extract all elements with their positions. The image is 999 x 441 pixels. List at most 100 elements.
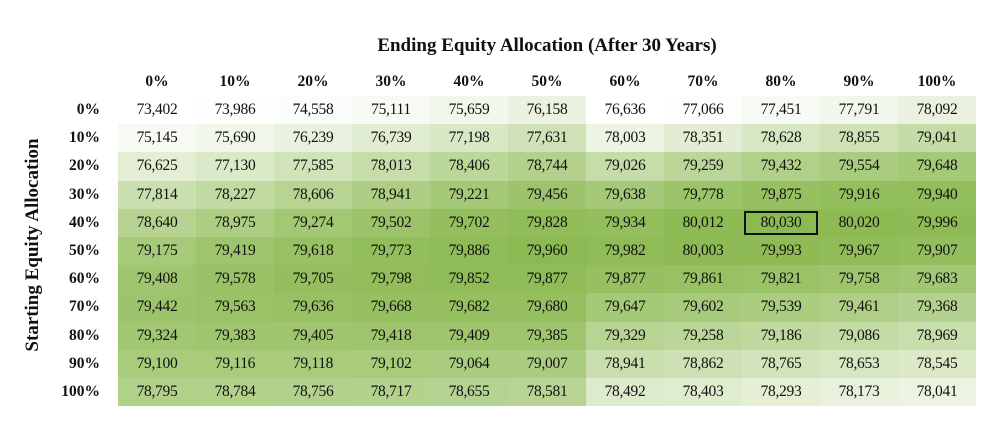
heatmap-cell: 79,647 — [586, 293, 664, 322]
row-header: 20% — [69, 157, 100, 175]
heatmap-cell: 79,175 — [118, 236, 196, 266]
heatmap-cell: 78,795 — [118, 377, 196, 407]
heatmap-cell: 78,941 — [586, 349, 664, 378]
heatmap-cell: 78,969 — [898, 321, 976, 350]
heatmap-cell: 79,636 — [274, 293, 352, 322]
heatmap-cell: 77,791 — [820, 96, 898, 125]
heatmap-cell: 79,116 — [196, 349, 274, 378]
table-row: 90% 79,100 79,116 79,118 79,102 79,064 79,007 7… — [40, 349, 976, 378]
heatmap-cell: 79,442 — [118, 293, 196, 322]
column-header: 20% — [297, 73, 329, 90]
heatmap-cell: 79,102 — [352, 349, 430, 378]
heatmap-cell: 78,003 — [586, 124, 664, 153]
heatmap-cell: 74,558 — [274, 96, 352, 125]
heatmap-cell: 79,758 — [820, 265, 898, 294]
heatmap-cell: 75,145 — [118, 124, 196, 153]
heatmap-cell: 79,940 — [898, 180, 976, 209]
heatmap-cell: 79,259 — [664, 152, 742, 181]
heatmap-cell: 76,625 — [118, 152, 196, 181]
heatmap-cell: 78,606 — [274, 180, 352, 209]
heatmap-cell: 79,086 — [820, 321, 898, 350]
column-header: 70% — [687, 73, 719, 90]
heatmap-cell: 78,492 — [586, 377, 664, 407]
table-row: 40% 78,640 78,975 79,274 79,502 79,702 79,828 7… — [40, 208, 976, 237]
heatmap-cell: 80,003 — [664, 236, 742, 266]
heatmap-cell: 77,130 — [196, 152, 274, 181]
table-row: 100% 78,795 78,784 78,756 78,717 78,655 78,581… — [40, 377, 976, 407]
heatmap-cell: 79,385 — [508, 321, 586, 350]
heatmap-cell: 79,702 — [430, 208, 508, 237]
heatmap-cell: 79,461 — [820, 293, 898, 322]
heatmap-cell: 79,996 — [898, 208, 976, 237]
table-row: 0% 73,402 73,986 74,558 75,111 75,659 76,158 76… — [40, 96, 976, 125]
heatmap-cell: 78,351 — [664, 124, 742, 153]
heatmap-cell: 78,975 — [196, 208, 274, 237]
heatmap-cell: 80,020 — [820, 208, 898, 237]
heatmap-cell: 78,013 — [352, 152, 430, 181]
heatmap-cell: 79,648 — [898, 152, 976, 181]
heatmap-cell: 79,778 — [664, 180, 742, 209]
chart-title: Ending Equity Allocation (After 30 Years… — [377, 35, 717, 56]
heatmap-cell: 79,383 — [196, 321, 274, 350]
table-row: 30% 77,814 78,227 78,606 78,941 79,221 79,456 7… — [40, 180, 976, 209]
heatmap-cell: 79,258 — [664, 321, 742, 350]
row-header: 60% — [69, 270, 100, 288]
heatmap-cell: 78,784 — [196, 377, 274, 407]
heatmap-cell: 79,274 — [274, 208, 352, 237]
corner-cell — [40, 68, 118, 96]
heatmap-cell: 79,502 — [352, 208, 430, 237]
heatmap-cell: 78,717 — [352, 377, 430, 407]
heatmap-cell: 78,092 — [898, 96, 976, 125]
column-header: 30% — [375, 73, 407, 90]
heatmap-cell: 75,690 — [196, 124, 274, 153]
heatmap-cell: 79,118 — [274, 349, 352, 378]
heatmap-cell: 76,158 — [508, 96, 586, 125]
heatmap-cell: 79,618 — [274, 236, 352, 266]
heatmap-cell: 79,821 — [742, 265, 820, 294]
heatmap-cell: 76,739 — [352, 124, 430, 153]
row-header: 100% — [61, 382, 100, 400]
heatmap-cell: 77,585 — [274, 152, 352, 181]
heatmap-cell: 79,602 — [664, 293, 742, 322]
heatmap-cell: 79,861 — [664, 265, 742, 294]
heatmap-cell: 79,916 — [820, 180, 898, 209]
heatmap-cell: 78,173 — [820, 377, 898, 407]
heatmap-cell: 79,877 — [508, 265, 586, 294]
heatmap-cell: 78,765 — [742, 349, 820, 378]
heatmap-cell: 79,368 — [898, 293, 976, 322]
heatmap-cell: 79,993 — [742, 236, 820, 266]
heatmap-cell: 79,456 — [508, 180, 586, 209]
row-header: 10% — [69, 129, 100, 147]
heatmap-cell: 79,432 — [742, 152, 820, 181]
heatmap-cell: 79,680 — [508, 293, 586, 322]
heatmap-cell: 78,941 — [352, 180, 430, 209]
heatmap-cell: 78,581 — [508, 377, 586, 407]
heatmap-cell: 79,324 — [118, 321, 196, 350]
heatmap-cell: 79,798 — [352, 265, 430, 294]
heatmap-cell: 78,403 — [664, 377, 742, 407]
table-row: 60% 79,408 79,578 79,705 79,798 79,852 79,877 7… — [40, 265, 976, 294]
heatmap-cell: 79,982 — [586, 236, 664, 266]
table-row: 20% 76,625 77,130 77,585 78,013 78,406 78,744 7… — [40, 152, 976, 181]
heatmap-cell: 77,198 — [430, 124, 508, 153]
row-header: 30% — [69, 185, 100, 203]
heatmap-cell: 76,636 — [586, 96, 664, 125]
heatmap-cell-highlighted: 80,030 — [742, 208, 820, 237]
table-row: 70% 79,442 79,563 79,636 79,668 79,682 79,680 7… — [40, 293, 976, 322]
heatmap-cell: 78,545 — [898, 349, 976, 378]
heatmap-cell: 78,862 — [664, 349, 742, 378]
heatmap-cell: 73,402 — [118, 96, 196, 125]
heatmap-cell: 79,960 — [508, 236, 586, 266]
heatmap-cell: 79,638 — [586, 180, 664, 209]
heatmap-cell: 79,875 — [742, 180, 820, 209]
heatmap-cell: 73,986 — [196, 96, 274, 125]
heatmap-cell: 79,064 — [430, 349, 508, 378]
heatmap-cell: 79,409 — [430, 321, 508, 350]
heatmap-cell: 79,886 — [430, 236, 508, 266]
row-header: 90% — [69, 354, 100, 372]
heatmap-cell: 77,066 — [664, 96, 742, 125]
heatmap-cell: 79,877 — [586, 265, 664, 294]
column-header: 90% — [843, 73, 875, 90]
column-header-row: 0% 10% 20% 30% 40% 50% 60% 70% 80% 90% 100% — [40, 68, 976, 96]
heatmap-cell: 79,705 — [274, 265, 352, 294]
